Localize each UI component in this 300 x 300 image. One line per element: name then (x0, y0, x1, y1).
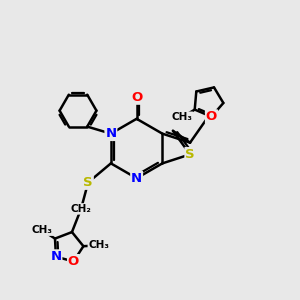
Text: N: N (105, 127, 116, 140)
Text: CH₂: CH₂ (70, 204, 92, 214)
Text: O: O (68, 255, 79, 268)
Text: CH₃: CH₃ (88, 240, 109, 250)
Text: N: N (50, 250, 62, 263)
Text: CH₃: CH₃ (32, 225, 52, 235)
Text: O: O (131, 91, 142, 104)
Text: S: S (83, 176, 93, 189)
Text: O: O (206, 110, 217, 123)
Text: S: S (185, 148, 195, 161)
Text: N: N (131, 172, 142, 185)
Text: CH₃: CH₃ (172, 112, 193, 122)
